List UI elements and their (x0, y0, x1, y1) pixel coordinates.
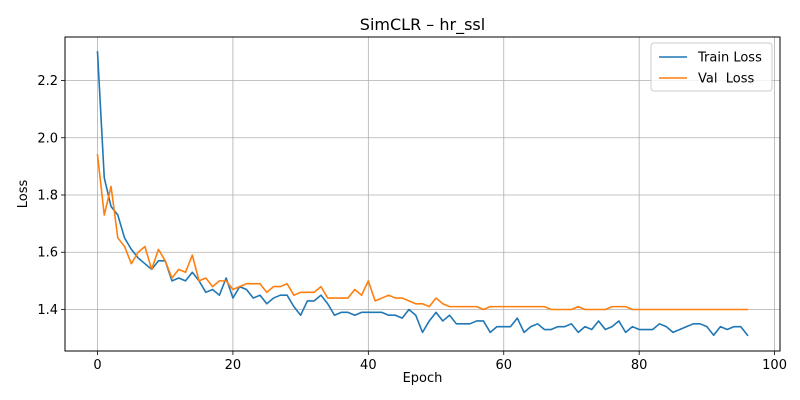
train-loss-line (96, 51, 749, 337)
x-tick-label: 80 (631, 358, 648, 373)
x-tick-label: 100 (762, 358, 787, 373)
x-axis-title: Epoch (403, 371, 443, 386)
val-loss-line (96, 154, 749, 311)
series-lines (96, 51, 749, 337)
x-tick-label: 0 (93, 358, 101, 373)
y-tick-label: 1.4 (37, 303, 58, 318)
axis-ticks: 0 20 40 60 80 100 1.4 1.6 1.8 2.0 2.2 (37, 74, 787, 373)
legend-label-train-loss: Train Loss (697, 51, 762, 66)
y-tick-label: 2.2 (37, 74, 58, 89)
x-tick-label: 40 (360, 358, 377, 373)
y-tick-label: 1.6 (37, 246, 58, 261)
y-tick-label: 2.0 (37, 131, 58, 146)
plot-frame (64, 36, 781, 352)
legend-box (650, 42, 773, 92)
legend-label-val-loss: Val Loss (698, 72, 754, 87)
y-tick-label: 1.8 (37, 189, 58, 204)
chart-title: SimCLR – hr_ssl (360, 15, 485, 35)
legend: Train Loss Val Loss (650, 42, 773, 92)
y-axis-title: Loss (16, 180, 31, 209)
x-tick-label: 60 (495, 358, 512, 373)
x-tick-label: 20 (225, 358, 242, 373)
